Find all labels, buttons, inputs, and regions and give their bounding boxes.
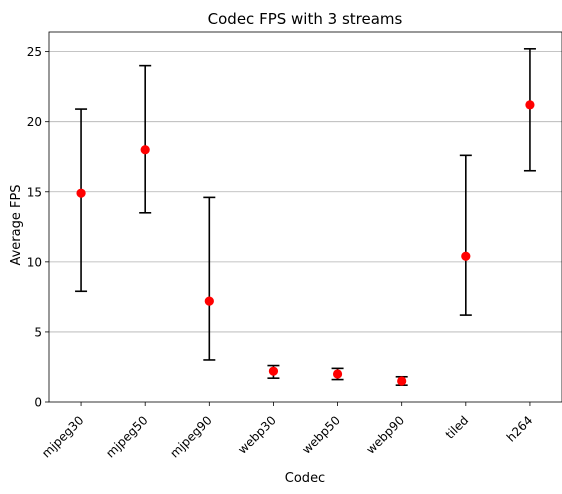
chart-title: Codec FPS with 3 streams: [208, 10, 403, 28]
x-axis-label: Codec: [285, 471, 325, 486]
data-point: [461, 251, 471, 261]
x-tick-label: tiled: [443, 413, 472, 442]
x-tick-label: mjpeg50: [103, 413, 150, 460]
y-tick-label: 0: [34, 396, 42, 410]
data-point: [268, 366, 279, 376]
axes-layer: 0 5 10 15 20 25 mjpeg30 mjpeg50 mjpeg90 webp30 web…: [27, 31, 562, 460]
x-tick-label: webp30: [235, 413, 279, 457]
data-point: [525, 100, 535, 110]
x-tick-label: mjpeg30: [39, 413, 86, 460]
data-point: [332, 369, 343, 379]
y-tick-label: 20: [27, 115, 42, 129]
data-point: [204, 296, 214, 306]
data-point: [397, 376, 407, 386]
marker-layer: [76, 100, 535, 386]
grid-layer: [49, 51, 562, 333]
plot-frame: [48, 31, 562, 403]
y-tick-label: 10: [27, 255, 42, 269]
data-point: [76, 188, 86, 198]
x-tick-label: h264: [504, 413, 535, 444]
data-point: [140, 145, 150, 155]
errorbar-layer: [75, 48, 536, 386]
y-axis-label: Average FPS: [9, 184, 24, 265]
y-tick-label: 25: [27, 45, 42, 59]
x-tick-label: webp50: [299, 413, 343, 457]
x-tick-label: mjpeg90: [167, 413, 214, 460]
y-tick-label: 15: [27, 185, 42, 199]
y-tick-label: 5: [34, 325, 42, 339]
x-tick-label: webp90: [363, 413, 407, 457]
